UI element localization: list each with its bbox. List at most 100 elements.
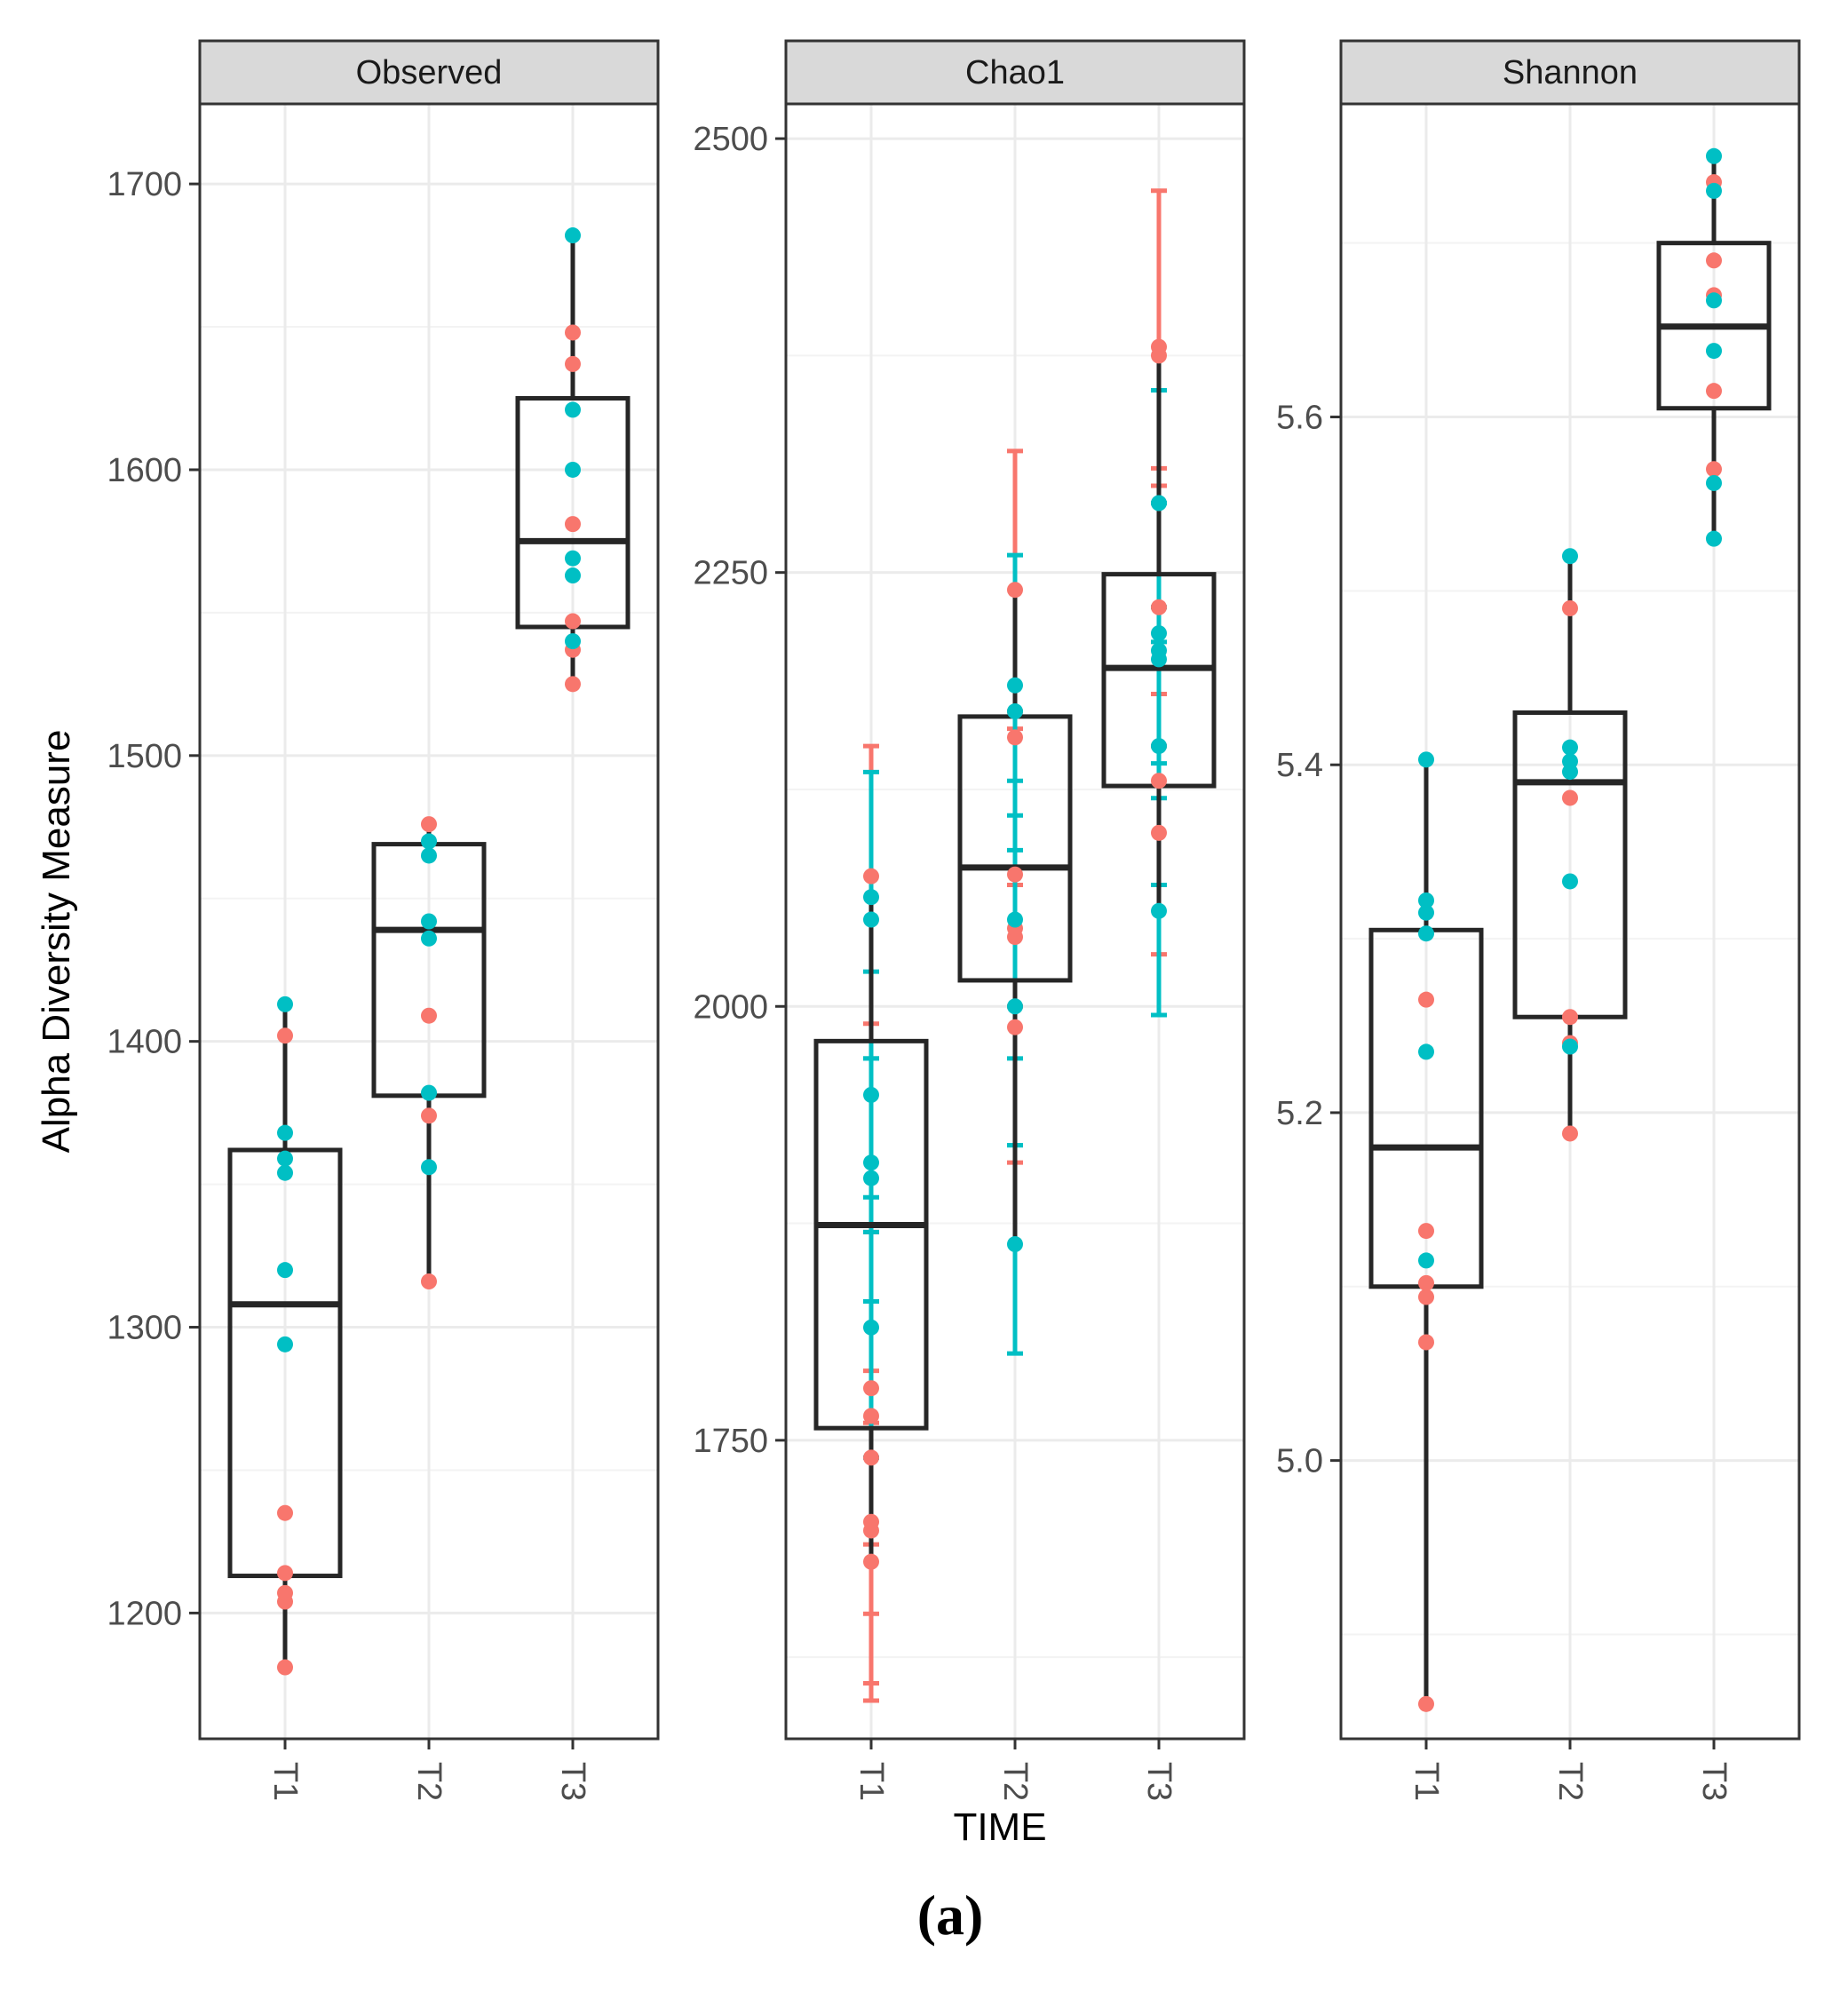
data-point [1151,495,1167,512]
data-point [1418,1289,1434,1305]
data-point [1007,703,1023,720]
data-point [1418,1043,1434,1060]
data-point [565,613,581,630]
panel-title-observed: Observed [356,54,503,91]
data-point [565,227,581,244]
data-point [1151,642,1167,659]
data-point [565,516,581,533]
data-point [863,911,879,928]
data-point [565,550,581,567]
y-tick-label: 2000 [693,988,768,1026]
x-tick-label: T2 [1551,1762,1589,1801]
data-point [277,1584,293,1601]
data-point [863,868,879,884]
data-point [863,1449,879,1466]
data-point [1418,925,1434,942]
data-point [1706,292,1722,309]
data-point [1007,1236,1023,1253]
x-tick-label: T3 [1695,1762,1733,1801]
data-point [421,1107,437,1124]
x-tick-label: T3 [1140,1762,1178,1801]
data-point [277,1262,293,1279]
data-point [1562,873,1578,890]
data-point [1151,625,1167,642]
data-point [1562,739,1578,756]
data-point [277,1565,293,1582]
data-point [421,1007,437,1024]
data-point [1706,147,1722,164]
x-tick-label: T1 [853,1762,890,1801]
data-point [565,633,581,650]
data-point [863,1319,879,1336]
data-point [565,324,581,341]
panel-title-chao1: Chao1 [965,54,1065,91]
data-point [1151,824,1167,841]
data-point [863,1513,879,1530]
panel-strip-chao1 [784,39,1246,106]
data-point [1418,1695,1434,1712]
data-point [1562,1125,1578,1142]
data-point [1151,338,1167,355]
y-tick-label: 1600 [107,452,182,489]
data-point [421,816,437,833]
y-tick-label: 1300 [107,1310,182,1347]
data-point [421,833,437,850]
figure-caption: (a) [917,1884,984,1947]
data-point [277,1336,293,1352]
box-body [813,1038,929,1431]
data-point [421,1084,437,1101]
x-tick-label: T2 [996,1762,1034,1801]
data-point [1151,599,1167,615]
data-point [277,996,293,1012]
data-point [421,1273,437,1290]
y-axis-title: Alpha Diversity Measure [35,730,78,1154]
data-point [565,355,581,372]
data-point [1706,252,1722,269]
data-point [277,1124,293,1141]
data-point [1007,582,1023,599]
data-point [1418,1223,1434,1240]
y-tick-label: 1750 [693,1423,768,1460]
data-point [1562,753,1578,770]
data-point [863,1553,879,1570]
data-point [1007,911,1023,928]
data-point [1562,789,1578,806]
data-point [277,1504,293,1521]
y-tick-label: 1700 [107,166,182,203]
data-point [421,1159,437,1176]
data-point [863,1154,879,1171]
data-point [1562,599,1578,616]
data-point [1706,530,1722,547]
data-point [1706,474,1722,491]
data-point [863,1380,879,1397]
y-tick-label: 2500 [693,121,768,158]
data-point [565,676,581,693]
y-tick-label: 5.2 [1276,1095,1323,1132]
data-point [1562,1009,1578,1026]
data-point [421,913,437,930]
data-point [1706,383,1722,400]
data-point [1562,1038,1578,1055]
y-tick-label: 5.4 [1276,747,1323,784]
data-point [1007,998,1023,1015]
y-tick-label: 5.6 [1276,400,1323,437]
data-point [421,847,437,864]
data-point [565,401,581,418]
panel-border-chao1 [784,102,1246,1741]
data-point [1418,1334,1434,1351]
data-point [1151,902,1167,919]
x-tick-label: T2 [410,1762,448,1801]
data-point [1418,991,1434,1008]
data-point [1418,1274,1434,1291]
y-tick-label: 5.0 [1276,1443,1323,1480]
data-point [421,930,437,947]
data-point [1418,1252,1434,1269]
data-point [863,1086,879,1103]
data-point [863,1408,879,1424]
panel-chao1: Chao1 1750 2000 2250 2500 T1 T2 T3 [693,39,1246,1801]
data-point [863,1170,879,1186]
x-tick-label: T3 [554,1762,591,1801]
panel-strip-observed [198,39,660,106]
panel-observed: Observed 1200 1300 1400 1500 1600 1700 T1 T2 T3 [107,39,660,1801]
